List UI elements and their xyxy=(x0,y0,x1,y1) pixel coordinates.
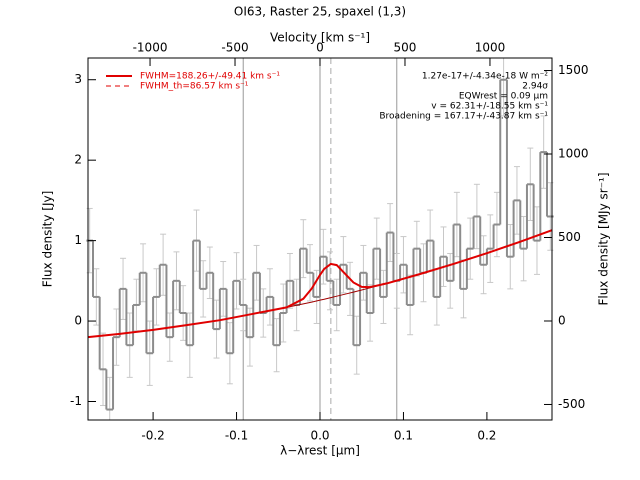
x-tick-label: 0.2 xyxy=(477,429,496,443)
y-tick-label: 3 xyxy=(74,72,82,86)
y2-tick-label: 0 xyxy=(558,313,566,327)
x-tick-label: 0.0 xyxy=(310,429,329,443)
x2-tick-label: 500 xyxy=(394,41,417,55)
x2-axis-label: Velocity [km s⁻¹] xyxy=(270,31,370,45)
annotation: EQWrest = 0.09 μm xyxy=(459,92,548,102)
annotation: v = 62.31+/-18.55 km s⁻¹ xyxy=(431,102,548,112)
y-tick-label: 1 xyxy=(74,233,82,247)
y2-tick-label: 1000 xyxy=(558,147,589,161)
x-tick-label: -0.2 xyxy=(141,429,164,443)
x-axis-label: λ−λrest [μm] xyxy=(280,444,360,458)
y2-tick-label: 1500 xyxy=(558,63,589,77)
y-axis-label: Flux density [Jy] xyxy=(41,191,55,288)
x2-tick-label: -1000 xyxy=(133,41,168,55)
y2-tick-label: -500 xyxy=(558,397,585,411)
annotation: 1.27e-17+/-4.34e-18 W m⁻² xyxy=(422,72,549,82)
y-tick-label: 2 xyxy=(74,153,82,167)
x2-tick-label: -500 xyxy=(221,41,248,55)
annotation: 2.94σ xyxy=(522,82,548,92)
y2-tick-label: 500 xyxy=(558,230,581,244)
chart-title: OI63, Raster 25, spaxel (1,3) xyxy=(234,5,406,19)
annotation: Broadening = 167.17+/-43.87 km s⁻¹ xyxy=(379,112,548,122)
y-tick-label: 0 xyxy=(74,314,82,328)
y-tick-label: -1 xyxy=(70,394,82,408)
legend-label: FWHM_th=86.57 km s⁻¹ xyxy=(140,82,249,92)
x2-tick-label: 0 xyxy=(316,41,324,55)
x-tick-label: 0.1 xyxy=(394,429,413,443)
fit-line xyxy=(87,229,553,339)
x-tick-label: -0.1 xyxy=(225,429,248,443)
x2-tick-label: 1000 xyxy=(475,41,506,55)
legend-label: FWHM=188.26+/-49.41 km s⁻¹ xyxy=(140,72,280,82)
y2-axis-label: Flux density [MJy sr⁻¹] xyxy=(597,172,611,305)
